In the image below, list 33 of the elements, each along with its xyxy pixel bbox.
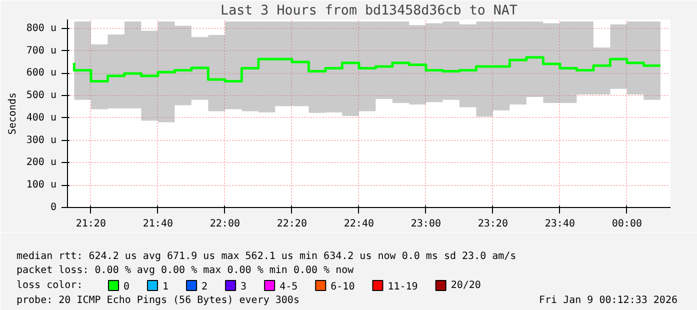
text: Fri Jan 9 00:12:33 2026 — [539, 295, 678, 306]
y-tick-label: 200 u — [26, 157, 57, 168]
legend-label: 1 — [162, 282, 169, 292]
text: packet loss: 0.00 % avg 0.00 % max 0.00 % min 0.00 % now — [16, 265, 355, 276]
legend-label: 11-19 — [388, 282, 418, 292]
x-tick-label: 22:00 — [210, 218, 240, 230]
y-tick-label: 700 u — [26, 45, 57, 56]
legend-label: 2 — [202, 282, 208, 292]
y-tick-label: 800 u — [26, 22, 57, 34]
x-tick-label: 21:40 — [142, 218, 174, 230]
x-tick-label: 22:40 — [344, 218, 374, 230]
x-tick-label: 23:20 — [478, 218, 508, 230]
legend-title: loss color: — [16, 280, 83, 291]
y-tick-label: 100 u — [26, 180, 57, 191]
legend-label: 0 — [124, 282, 130, 292]
text: median rtt: 624.2 us avg 671.9 us max 562.1 us min 634.2 us now 0.0 ms sd 23.0 am/s — [16, 251, 516, 262]
y-tick-label: 300 u — [26, 134, 57, 146]
x-tick-label: 00:00 — [612, 218, 642, 230]
legend-label: 6-10 — [330, 282, 355, 292]
y-axis-title: Seconds — [7, 92, 18, 135]
text: probe: 20 ICMP Echo Pings (56 Bytes) every 300s — [16, 295, 300, 306]
x-tick-label: 21:20 — [76, 218, 106, 230]
legend-label: 20/20 — [450, 280, 481, 291]
x-tick-label: 23:40 — [544, 218, 576, 230]
legend-label: 4-5 — [280, 282, 298, 292]
y-tick-label: 500 u — [26, 90, 57, 102]
y-tick-label: 600 u — [26, 68, 57, 79]
x-tick-label: 22:20 — [276, 218, 307, 230]
y-tick-label: 0 — [50, 202, 57, 213]
y-tick-label: 400 u — [26, 112, 57, 124]
x-tick-label: 23:00 — [410, 218, 441, 230]
legend-label: 3 — [240, 282, 247, 292]
chart-title: Last 3 Hours from bd13458d36cb to NAT — [220, 4, 518, 18]
